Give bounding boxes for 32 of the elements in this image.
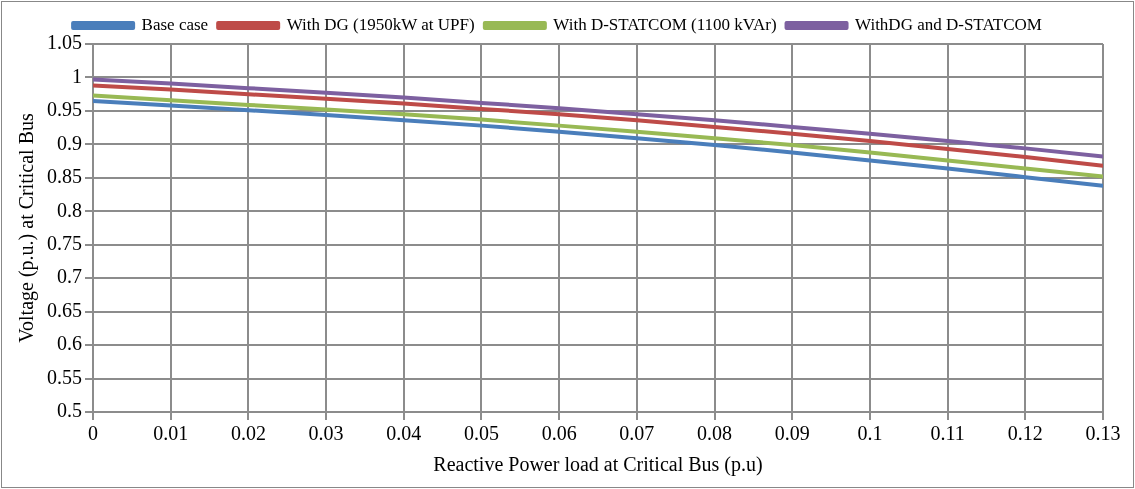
x-tick-label: 0.01: [153, 422, 189, 445]
y-tick-label: 0.8: [57, 198, 82, 221]
legend-label: Base case: [141, 14, 209, 34]
x-tick-label: 0.12: [1007, 422, 1043, 445]
y-axis-title: Voltage (p.u.) at Critical Bus: [15, 112, 39, 343]
y-tick-label: 0.95: [47, 98, 82, 121]
x-tick-label: 0.03: [308, 422, 344, 445]
x-tick-label: 0.11: [930, 422, 965, 445]
x-tick-label: 0: [88, 422, 98, 445]
x-tick-label: 0.07: [619, 422, 655, 445]
y-tick-label: 0.85: [47, 165, 82, 188]
y-tick-label: 1.05: [47, 31, 82, 54]
x-tick-label: 0.06: [541, 422, 577, 445]
x-tick-label: 0.1: [857, 422, 883, 445]
x-axis-title: Reactive Power load at Critical Bus (p.u): [433, 453, 763, 477]
legend-label: With DG (1950kW at UPF): [286, 14, 475, 34]
y-tick-label: 0.55: [47, 365, 82, 388]
x-tick-label: 0.09: [774, 422, 810, 445]
x-tick-label: 0.05: [463, 422, 499, 445]
y-tick-label: 0.9: [57, 131, 82, 154]
y-tick-label: 0.75: [47, 231, 82, 254]
y-tick-label: 0.65: [47, 298, 82, 321]
legend-label: WithDG and D-STATCOM: [855, 14, 1042, 34]
y-tick-label: 0.5: [57, 399, 82, 422]
x-tick-label: 0.02: [230, 422, 266, 445]
y-tick-label: 1: [72, 64, 82, 87]
y-tick-label: 0.7: [57, 265, 82, 288]
y-tick-label: 0.6: [57, 332, 82, 355]
x-tick-label: 0.08: [697, 422, 733, 445]
x-tick-label: 0.04: [386, 422, 422, 445]
legend-label: With D-STATCOM (1100 kVAr): [553, 14, 777, 34]
x-tick-label: 0.13: [1085, 422, 1121, 445]
